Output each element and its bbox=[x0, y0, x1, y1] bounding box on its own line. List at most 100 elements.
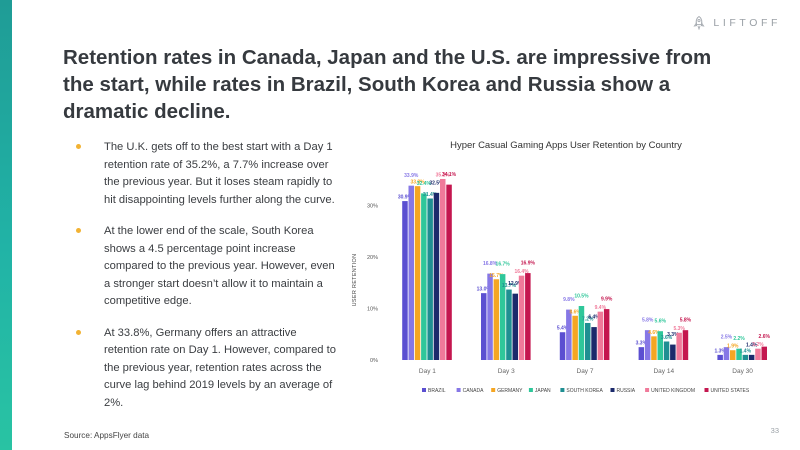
bar-data-label: 33.9% bbox=[404, 173, 419, 179]
bar bbox=[638, 347, 645, 360]
bar bbox=[414, 186, 421, 360]
bar-data-label: 3.3% bbox=[667, 332, 679, 338]
legend-swatch bbox=[491, 388, 496, 392]
legend-label: CANADA bbox=[463, 388, 485, 394]
source-note: Source: AppsFlyer data bbox=[64, 431, 150, 440]
brand-logo: LIFTOFF bbox=[693, 15, 781, 31]
bar bbox=[730, 350, 736, 360]
bar-data-label: 10.5% bbox=[574, 294, 589, 300]
bar bbox=[591, 327, 597, 360]
bar bbox=[761, 346, 767, 360]
bar-data-label: 33.8% bbox=[410, 180, 425, 186]
chart-title: Hyper Casual Gaming Apps User Retention … bbox=[450, 140, 682, 151]
bar bbox=[651, 336, 657, 360]
bar-data-label: 5.8% bbox=[642, 318, 654, 324]
bar-data-label: 2.2% bbox=[733, 336, 745, 342]
bar bbox=[506, 289, 512, 360]
bar bbox=[644, 330, 651, 360]
x-tick-label: Day 14 bbox=[653, 368, 674, 375]
bar bbox=[518, 275, 525, 360]
x-axis-ticks: Day 1 Day 3 Day 7 Day 14 Day 30 bbox=[419, 368, 753, 375]
bar bbox=[446, 184, 452, 360]
x-tick-label: Day 3 bbox=[498, 368, 515, 375]
bar bbox=[676, 332, 682, 360]
bar-data-label: 5.3% bbox=[673, 326, 685, 332]
legend-label: GERMANY bbox=[497, 388, 523, 394]
bar-data-label: 16.8% bbox=[483, 261, 498, 267]
bullet-list: The U.K. gets off to the best start with… bbox=[72, 139, 337, 426]
bar-data-label: 8.6% bbox=[569, 309, 581, 315]
y-tick-label: 30% bbox=[367, 204, 378, 210]
bullet-text: At the lower end of the scale, South Kor… bbox=[104, 225, 335, 307]
bar bbox=[748, 354, 755, 360]
bar bbox=[723, 347, 730, 360]
x-tick-label: Day 7 bbox=[577, 368, 594, 375]
bar bbox=[499, 274, 506, 360]
x-tick-label: Day 1 bbox=[419, 368, 436, 375]
bullet-dot bbox=[76, 228, 81, 233]
legend-label: UNITED KINGDOM bbox=[651, 388, 695, 394]
legend-label: BRAZIL bbox=[428, 388, 446, 394]
bar-data-label: 1.9% bbox=[727, 344, 739, 350]
bar bbox=[578, 306, 585, 360]
bar-data-label: 16.7% bbox=[496, 262, 511, 268]
legend-label: RUSSIA bbox=[617, 388, 636, 394]
bar-data-label: 9.9% bbox=[601, 297, 613, 303]
bar bbox=[493, 279, 500, 360]
retention-bar-chart: Hyper Casual Gaming Apps User Retention … bbox=[352, 140, 771, 394]
bar bbox=[487, 273, 493, 360]
bar-data-label: 5.4% bbox=[557, 326, 569, 332]
bar-data-label: 1.4% bbox=[746, 342, 758, 348]
bar bbox=[433, 192, 440, 360]
bar-data-label: 3.2% bbox=[752, 342, 764, 348]
bar-data-label: 13.7% bbox=[502, 283, 517, 289]
bar bbox=[742, 354, 749, 360]
legend-label: UNITED STATES bbox=[711, 388, 750, 394]
bar-data-label: 16.9% bbox=[521, 261, 536, 267]
bar bbox=[603, 309, 610, 360]
bar-data-label: 16.4% bbox=[514, 269, 529, 275]
legend-swatch bbox=[704, 388, 709, 392]
bullet-item: At 33.8%, Germany offers an attractive r… bbox=[72, 325, 337, 413]
y-axis-label: USER RETENTION bbox=[352, 254, 358, 307]
bar-data-label: 3.3% bbox=[636, 341, 648, 347]
page-headline: Retention rates in Canada, Japan and the… bbox=[63, 46, 712, 123]
legend-label: SOUTH KOREA bbox=[566, 388, 603, 394]
bullet-text: The U.K. gets off to the best start with… bbox=[104, 141, 335, 206]
bar bbox=[717, 354, 723, 360]
bar-data-label: 5.8% bbox=[680, 318, 692, 324]
bar-data-label: 15.7% bbox=[489, 273, 504, 279]
legend-swatch bbox=[610, 388, 615, 392]
bar-data-label: 3.6% bbox=[661, 335, 673, 341]
bar-data-label: 35.2% bbox=[436, 172, 451, 178]
left-accent-strip bbox=[0, 0, 12, 450]
page-number: 33 bbox=[770, 426, 779, 435]
bar bbox=[663, 341, 670, 360]
bar-data-label: 13.0% bbox=[477, 287, 492, 293]
y-tick-label: 20% bbox=[367, 255, 378, 261]
bullet-dot bbox=[76, 144, 81, 149]
bar-data-label: 2.5% bbox=[721, 335, 733, 341]
bar-data-label: 2.6% bbox=[759, 334, 771, 340]
bar-data-label: 9.4% bbox=[595, 305, 607, 311]
bar-data-label: 4.6% bbox=[648, 330, 660, 336]
x-tick-label: Day 30 bbox=[732, 368, 753, 375]
chart-legend: BRAZIL CANADA GERMANY JAPAN SOUTH KOREA RUSSI… bbox=[422, 388, 750, 394]
bar bbox=[657, 331, 663, 360]
bar bbox=[755, 348, 761, 360]
bar-data-label: 30.9% bbox=[398, 195, 413, 201]
bullet-item: At the lower end of the scale, South Kor… bbox=[72, 223, 337, 311]
bar bbox=[682, 330, 689, 360]
bar bbox=[736, 348, 742, 360]
bar bbox=[427, 198, 433, 360]
bullet-text: At 33.8%, Germany offers an attractive r… bbox=[104, 326, 336, 409]
bar-data-label: 9.8% bbox=[563, 297, 575, 303]
legend-swatch bbox=[560, 388, 565, 392]
bar-data-label: 1.3% bbox=[714, 348, 726, 354]
bar bbox=[597, 311, 604, 360]
bullet-dot bbox=[76, 329, 81, 335]
bar-data-label: 1.4% bbox=[740, 348, 752, 354]
bar bbox=[402, 201, 408, 360]
legend-swatch bbox=[645, 388, 650, 392]
bar-data-label: 32.4% bbox=[417, 181, 432, 187]
